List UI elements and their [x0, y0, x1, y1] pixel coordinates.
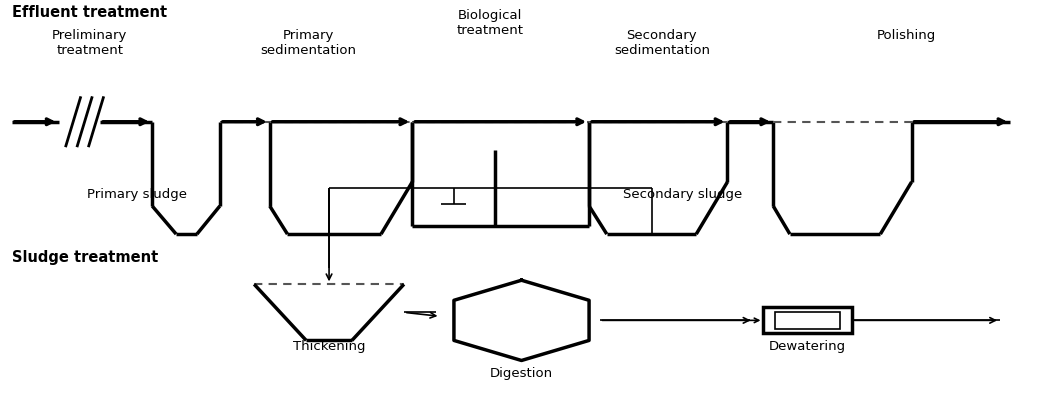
Text: Dewatering: Dewatering: [769, 341, 846, 354]
Text: Thickening: Thickening: [293, 341, 365, 354]
Text: Secondary sludge: Secondary sludge: [623, 188, 743, 201]
Text: Effluent treatment: Effluent treatment: [11, 5, 167, 20]
Text: Preliminary
treatment: Preliminary treatment: [52, 29, 127, 57]
Text: Sludge treatment: Sludge treatment: [11, 250, 159, 265]
Bar: [775, 312, 841, 329]
Text: Primary sludge: Primary sludge: [87, 188, 187, 201]
Text: Digestion: Digestion: [490, 366, 553, 379]
Text: Primary
sedimentation: Primary sedimentation: [261, 29, 357, 57]
Text: Biological
treatment: Biological treatment: [457, 9, 524, 38]
Text: Secondary
sedimentation: Secondary sedimentation: [614, 29, 710, 57]
Text: Polishing: Polishing: [877, 29, 936, 42]
Bar: [763, 307, 852, 333]
